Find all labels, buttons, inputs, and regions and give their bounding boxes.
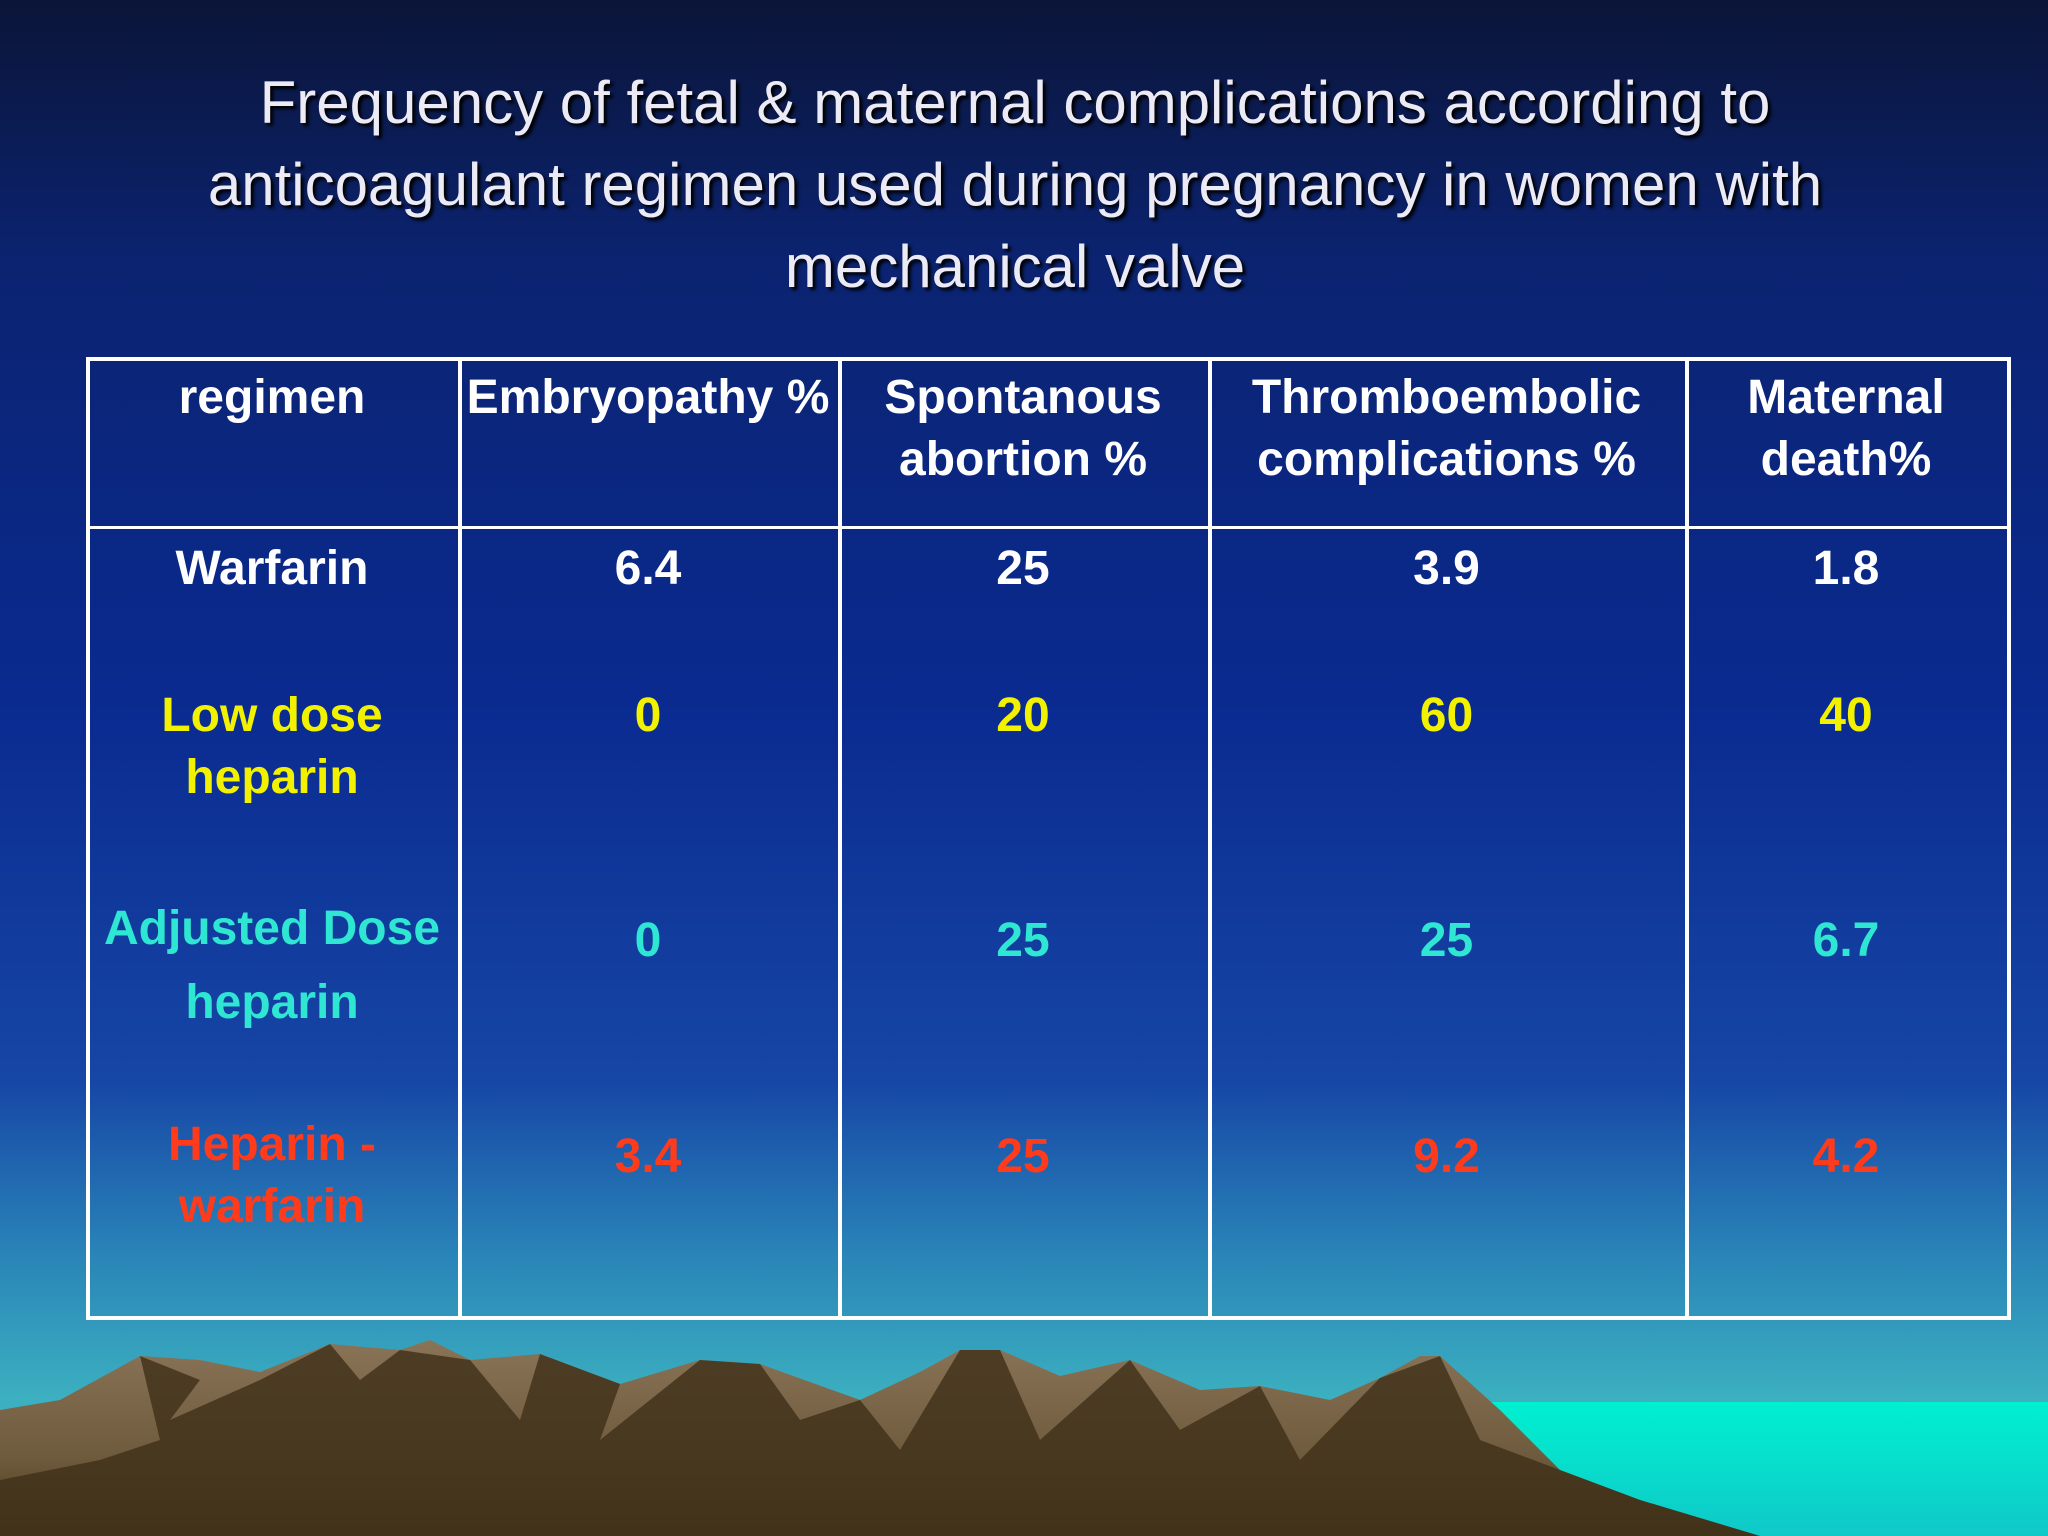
cell-text: 6.4 [614,542,682,595]
data-cell: 6.4 [458,538,838,600]
cell-text: Maternal death% [1747,371,1945,486]
data-cell: 1.8 [1685,538,2007,600]
cell-text: 25 [996,542,1050,595]
cell-text: 4.2 [1812,1130,1880,1183]
table-border [86,357,2011,361]
row-label: Heparin - warfarin [86,1114,458,1238]
data-cell: 6.7 [1685,904,2007,978]
cell-text: Thromboembolic complications % [1251,371,1642,486]
cell-text: 6.7 [1812,914,1880,967]
cell-text: 40 [1819,689,1873,742]
cell-text: 3.9 [1413,542,1480,595]
data-cell: 0 [458,685,838,747]
cell-text: 1.8 [1812,542,1880,595]
row-label: Warfarin [86,538,458,600]
cell-text: Adjusted Dose heparin [103,902,441,1029]
data-cell: 4.2 [1685,1126,2007,1188]
cell-text: regimen [178,371,366,424]
row-label: Low dose heparin [86,685,458,809]
data-cell: 25 [1208,904,1685,978]
header-cell: Maternal death% [1685,367,2007,491]
column-divider [1685,357,1689,1320]
cell-text: Spontanous abortion % [884,371,1162,486]
slide-title: Frequency of fetal & maternal complicati… [207,69,1823,300]
cell-text: 25 [1419,914,1474,967]
header-cell: Thromboembolic complications % [1208,367,1685,491]
header-cell: Spontanous abortion % [838,367,1208,491]
header-cell: Embryopathy % [458,367,838,429]
row-label: Adjusted Dose heparin [86,892,458,1040]
cell-text: 0 [634,914,662,967]
header-cell: regimen [86,367,458,429]
cell-text: 20 [996,689,1050,742]
cell-text: 3.4 [614,1130,682,1183]
data-cell: 3.9 [1208,538,1685,600]
data-cell: 60 [1208,685,1685,747]
column-divider [1208,357,1212,1320]
table-border [2007,357,2011,1320]
data-cell: 3.4 [458,1126,838,1188]
cell-text: Heparin - warfarin [167,1118,377,1233]
table-border [86,357,90,1320]
data-cell: 9.2 [1208,1126,1685,1188]
cell-text: Embryopathy % [466,371,830,424]
data-cell: 25 [838,538,1208,600]
cell-text: 60 [1419,689,1474,742]
data-cell: 20 [838,685,1208,747]
cell-text: 9.2 [1413,1130,1480,1183]
data-cell: 40 [1685,685,2007,747]
cell-text: 25 [996,914,1050,967]
cell-text: 25 [996,1130,1050,1183]
column-divider [838,357,842,1320]
data-cell: 25 [838,904,1208,978]
table-border [86,1316,2011,1320]
cell-text: Warfarin [175,542,369,595]
header-divider [86,526,2011,529]
cell-text: Low dose heparin [161,689,383,804]
column-divider [458,357,462,1320]
data-cell: 0 [458,904,838,978]
data-cell: 25 [838,1126,1208,1188]
cell-text: 0 [634,689,662,742]
